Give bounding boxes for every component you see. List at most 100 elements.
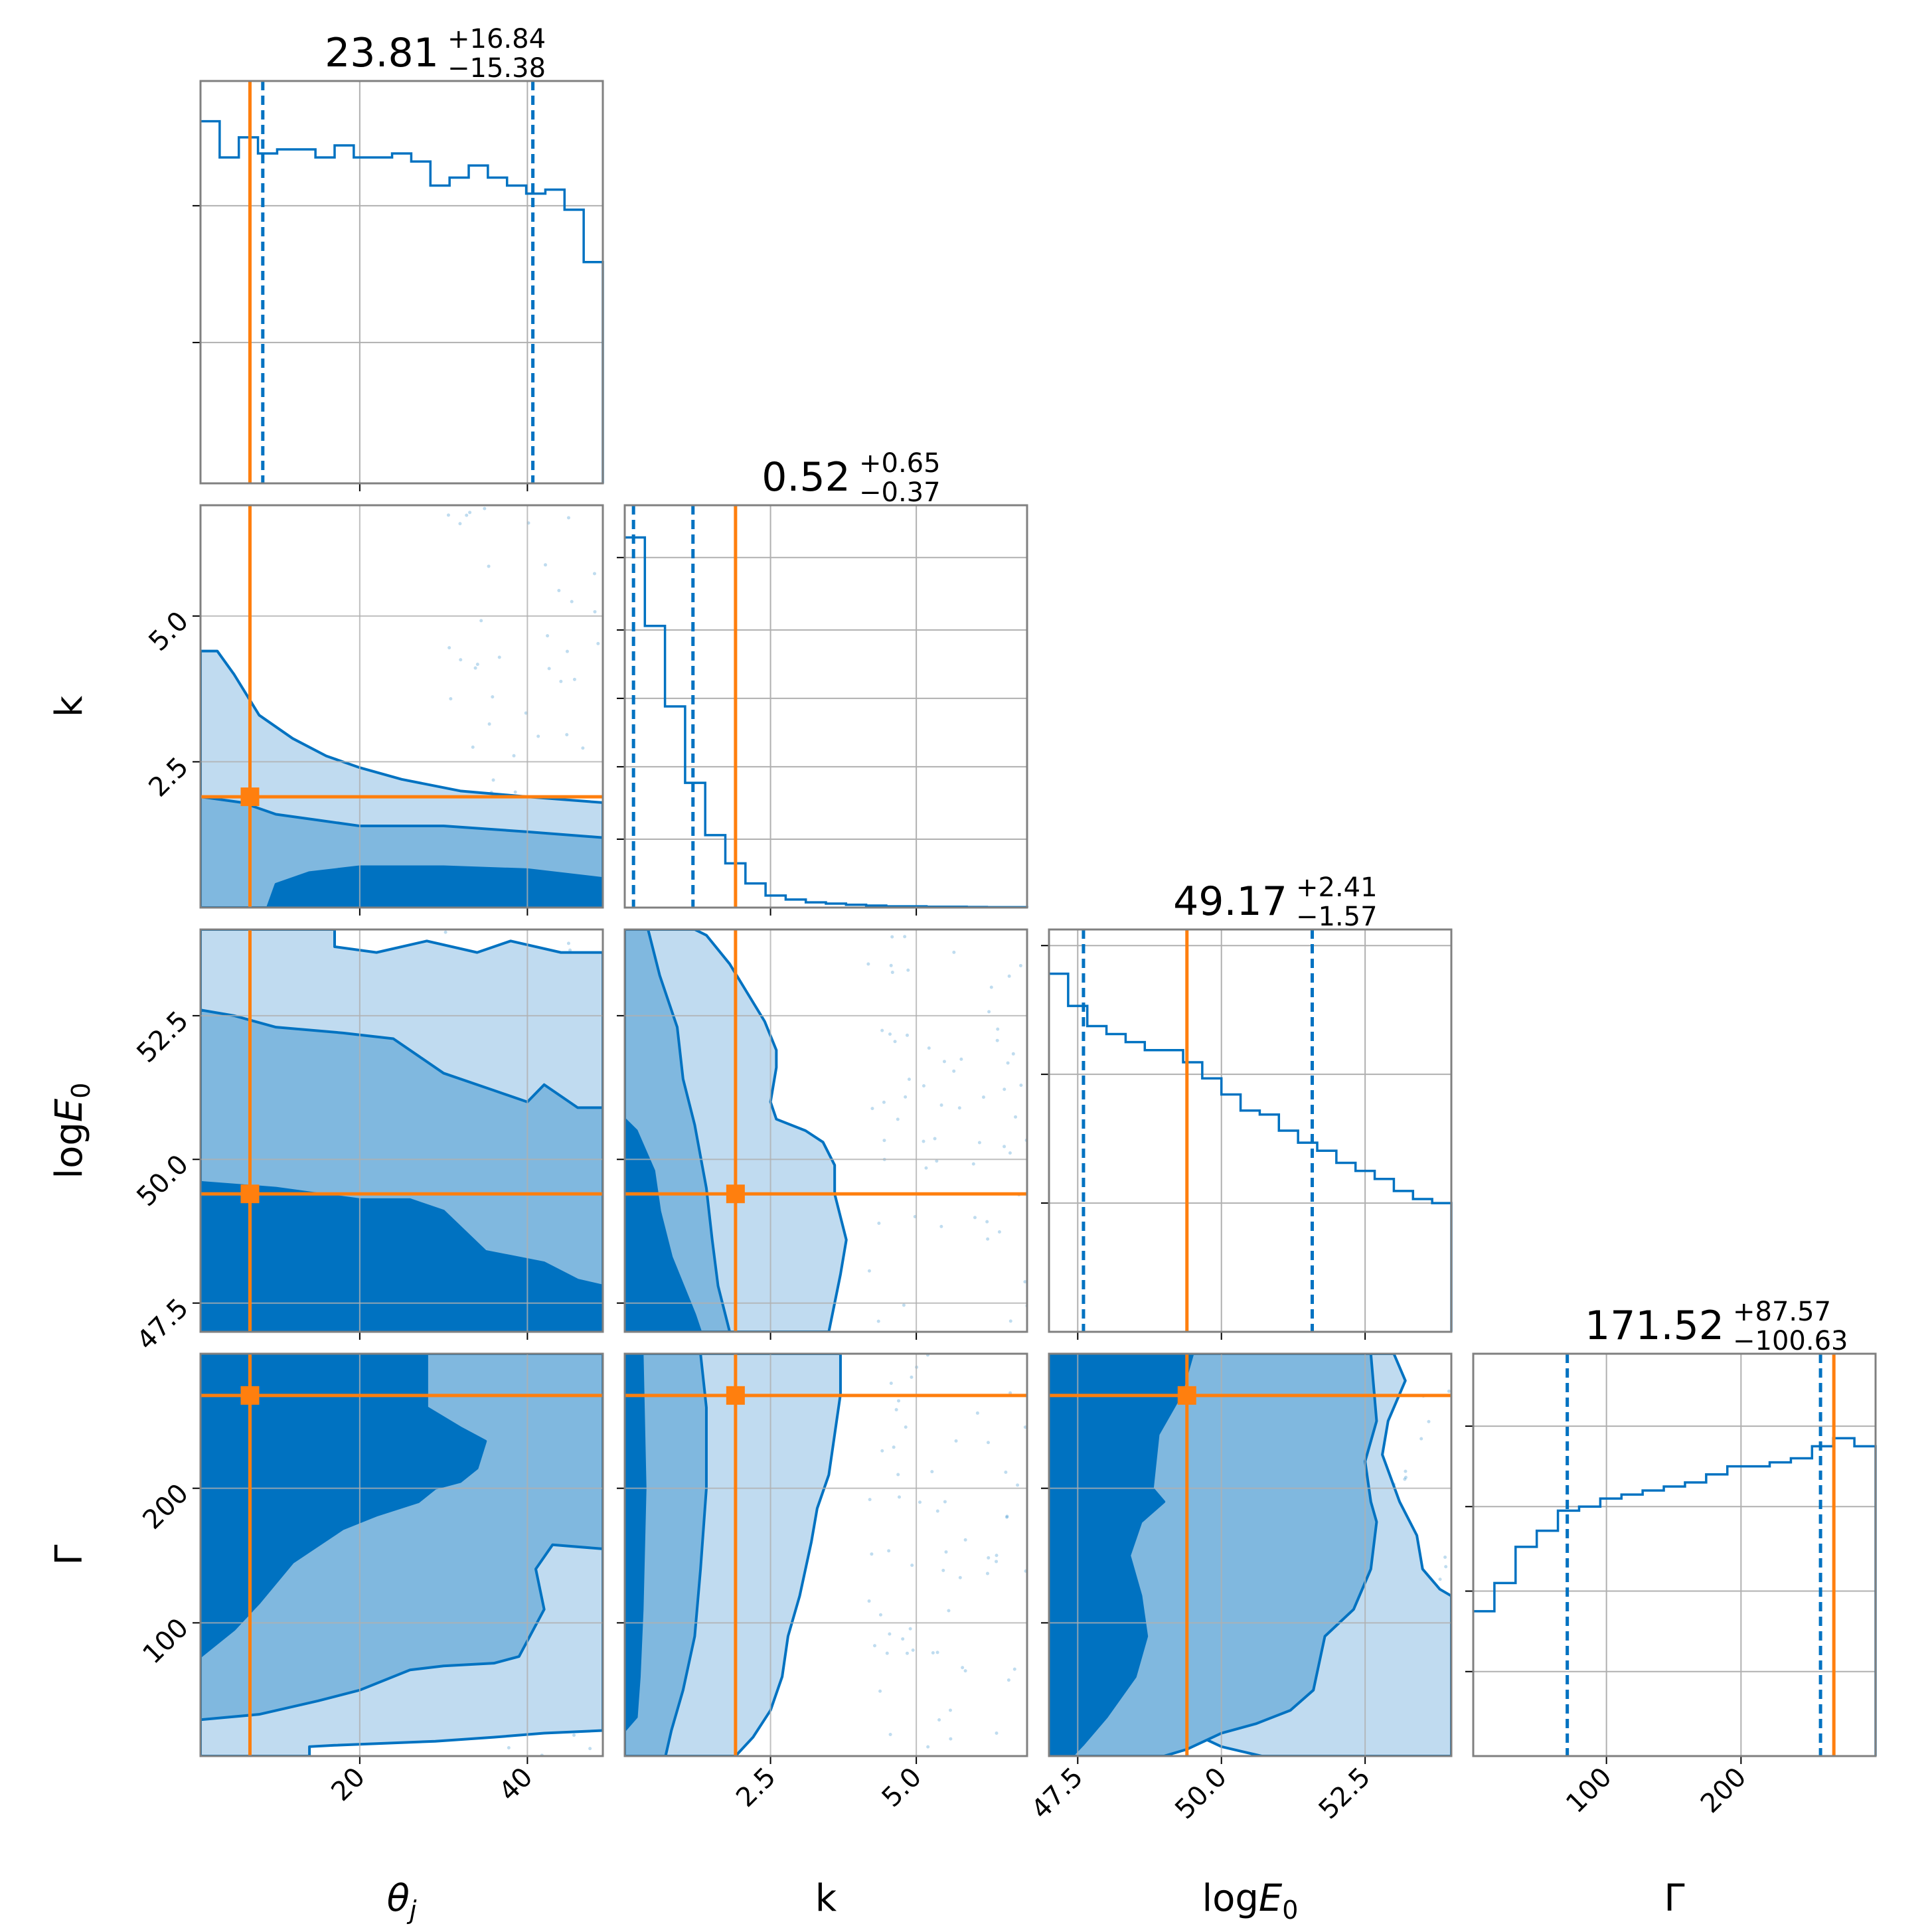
- sample-point: [566, 516, 570, 520]
- sample-point: [512, 754, 516, 758]
- sample-point: [1007, 974, 1011, 978]
- sample-point: [973, 1216, 977, 1220]
- panel-frame: [1472, 1352, 1877, 1757]
- sample-point: [1444, 1565, 1448, 1569]
- sample-point: [901, 1637, 905, 1641]
- sample-point: [926, 1745, 930, 1749]
- sample-point: [935, 1159, 939, 1163]
- sample-point: [1006, 1678, 1010, 1682]
- sample-point: [887, 1549, 891, 1553]
- y-axis-label-k: k: [48, 695, 91, 717]
- sample-point: [948, 1708, 952, 1712]
- sample-point: [892, 1445, 896, 1449]
- sample-point: [906, 968, 910, 972]
- sample-point: [487, 564, 491, 568]
- sample-point: [888, 1632, 892, 1636]
- sample-point: [565, 733, 569, 737]
- truth-marker: [726, 1184, 745, 1204]
- sample-point: [927, 1046, 931, 1050]
- sample-point: [905, 1033, 909, 1037]
- sample-point: [943, 1500, 947, 1504]
- sample-point: [897, 1495, 901, 1499]
- sample-point: [888, 1032, 892, 1036]
- panel-frame: [199, 1352, 604, 1757]
- sample-point: [479, 619, 483, 623]
- panel-background: [201, 81, 603, 483]
- sample-point: [963, 1669, 967, 1673]
- sample-point: [1003, 1145, 1006, 1149]
- sample-point: [473, 666, 477, 670]
- sample-point: [995, 1038, 999, 1042]
- sample-point: [971, 1162, 975, 1166]
- panel-frame: [623, 504, 1028, 909]
- title-plus-theta_j: +16.84: [447, 24, 546, 54]
- sample-point: [941, 1568, 945, 1572]
- sample-point: [977, 1141, 981, 1145]
- sample-point: [1004, 1471, 1008, 1475]
- panels-layer: [193, 80, 1877, 1764]
- x-tick-label-k: 2.5: [730, 1762, 782, 1814]
- sample-point: [867, 1269, 871, 1273]
- sample-point: [882, 1139, 886, 1143]
- sample-point: [870, 1552, 874, 1556]
- sample-point: [924, 1166, 928, 1170]
- sample-point: [1011, 1052, 1015, 1056]
- x-tick-label-theta_j: 20: [325, 1762, 371, 1808]
- sample-point: [878, 1613, 882, 1617]
- sample-point: [986, 1237, 990, 1241]
- panel-frame: [199, 928, 604, 1333]
- sample-point: [1404, 1475, 1408, 1479]
- y-axis-label-logE0: logE0: [48, 1083, 96, 1179]
- sample-point: [543, 563, 547, 567]
- sample-point: [588, 1747, 592, 1751]
- sample-point: [918, 1500, 922, 1504]
- x-tick-label-theta_j: 40: [493, 1762, 539, 1808]
- axis-label-base: log: [48, 1122, 91, 1178]
- sample-point: [446, 513, 450, 517]
- sample-point: [592, 572, 596, 576]
- sample-point: [491, 695, 495, 699]
- sample-point: [878, 1689, 882, 1693]
- sample-point: [952, 1069, 956, 1073]
- sample-point: [944, 1550, 948, 1554]
- sample-point: [1008, 1391, 1012, 1395]
- contour-layers: [201, 1354, 603, 1756]
- sample-point: [596, 641, 600, 645]
- sample-point: [868, 1498, 872, 1502]
- title-plus-k: +0.65: [859, 448, 941, 479]
- panel-frame: [1048, 1352, 1453, 1757]
- sample-point: [876, 1319, 880, 1323]
- sample-point: [1403, 1477, 1407, 1481]
- sample-point: [546, 634, 550, 638]
- sample-point: [930, 1470, 934, 1474]
- histogram-step-theta_j: [201, 120, 604, 483]
- title-median-theta_j: 23.81: [325, 30, 439, 76]
- truth-marker: [240, 1386, 260, 1405]
- sample-point: [958, 1575, 962, 1579]
- sample-point: [872, 1644, 876, 1648]
- sample-point: [465, 513, 469, 517]
- sample-point: [568, 948, 572, 952]
- sample-point: [1012, 1667, 1016, 1671]
- title-minus-Gamma: −100.63: [1733, 1326, 1848, 1356]
- title-median-k: 0.52: [762, 454, 850, 501]
- sample-point: [931, 1650, 935, 1654]
- sample-point: [1014, 1115, 1018, 1119]
- sample-point: [1016, 1483, 1020, 1487]
- histogram-step-Gamma: [1473, 1437, 1877, 1756]
- sample-point: [889, 1381, 893, 1385]
- x-axis-label-k: k: [815, 1877, 837, 1920]
- sample-point: [1427, 1419, 1431, 1423]
- sample-point: [911, 1649, 915, 1652]
- sample-point: [459, 658, 463, 662]
- title-minus-theta_j: −15.38: [447, 53, 546, 84]
- sample-point: [867, 1599, 871, 1603]
- sample-point: [593, 609, 597, 613]
- axis-label-base: θ: [387, 1877, 410, 1920]
- sample-point: [1005, 1515, 1009, 1519]
- sample-point: [897, 1399, 901, 1403]
- panel-frame: [199, 504, 604, 909]
- sample-point: [939, 1103, 943, 1107]
- sample-point: [959, 1057, 963, 1061]
